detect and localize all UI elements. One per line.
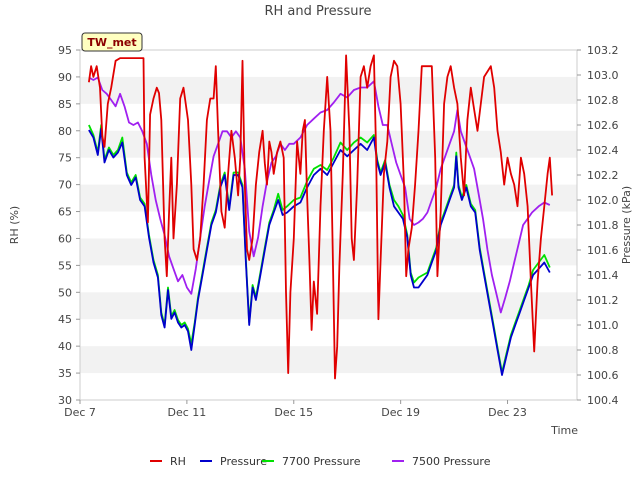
series-line-7500-pressure (88, 76, 551, 314)
legend-label: 7500 Pressure (412, 455, 491, 468)
badge-box (81, 32, 143, 52)
chart-title: RH and Pressure (264, 4, 371, 19)
grid-band (80, 130, 577, 158)
y2-axis-label: Pressure (kPa) (620, 186, 633, 264)
x-axis: Dec 7 Dec 11 Dec 15 Dec 19 Dec 23 (64, 400, 527, 419)
y-tick-label: 60 (58, 232, 72, 245)
x-tick-label: Dec 15 (274, 406, 313, 419)
y-tick-label: 40 (58, 340, 72, 353)
series-line-rh (88, 54, 553, 380)
y-tick-label: 85 (58, 98, 72, 111)
y2-tick-label: 101.6 (587, 244, 619, 257)
y2-tick-label: 100.8 (587, 344, 619, 357)
y-tick-label: 95 (58, 44, 72, 57)
y-axis-left: 30 35 40 45 50 55 60 65 70 75 80 85 90 95 (58, 44, 80, 407)
y-tick-label: 55 (58, 259, 72, 272)
y2-tick-label: 101.0 (587, 319, 619, 332)
grid-band (80, 346, 577, 374)
x-axis-label: Time (550, 424, 578, 437)
y2-tick-label: 103.2 (587, 44, 619, 57)
y2-tick-label: 100.4 (587, 394, 619, 407)
grid-band (80, 292, 577, 320)
y-tick-label: 35 (58, 367, 72, 380)
badge-label: TW_met (87, 36, 136, 49)
x-tick-label: Dec 23 (488, 406, 527, 419)
y-tick-label: 75 (58, 152, 72, 165)
legend: RH Pressure 7700 Pressure 7500 Pressure (150, 455, 491, 468)
y2-tick-label: 102.8 (587, 94, 619, 107)
series-group (88, 54, 553, 380)
y-tick-label: 80 (58, 125, 72, 138)
y2-tick-label: 100.6 (587, 369, 619, 382)
x-tick-label: Dec 11 (167, 406, 206, 419)
y-tick-label: 70 (58, 179, 72, 192)
x-tick-label: Dec 7 (64, 406, 96, 419)
y2-tick-label: 102.6 (587, 119, 619, 132)
grid-band (80, 238, 577, 266)
x-tick-label: Dec 19 (381, 406, 420, 419)
y-axis-label: RH (%) (8, 206, 21, 244)
y-axis-right: 100.4 100.6 100.8 101.0 101.2 101.4 101.6 101.8… (577, 44, 619, 407)
y2-tick-label: 101.2 (587, 294, 619, 307)
legend-label: 7700 Pressure (282, 455, 361, 468)
y-tick-label: 30 (58, 394, 72, 407)
badge: TW_met (81, 32, 143, 52)
y2-tick-label: 101.8 (587, 219, 619, 232)
y-tick-label: 90 (58, 71, 72, 84)
y2-tick-label: 102.0 (587, 194, 619, 207)
legend-label: RH (170, 455, 186, 468)
y-tick-label: 65 (58, 206, 72, 219)
y2-tick-label: 103.0 (587, 69, 619, 82)
y-tick-label: 50 (58, 286, 72, 299)
y2-tick-label: 102.2 (587, 169, 619, 182)
y-tick-label: 45 (58, 313, 72, 326)
y2-tick-label: 102.4 (587, 144, 619, 157)
y2-tick-label: 101.4 (587, 269, 619, 282)
legend-label: Pressure (220, 455, 267, 468)
series-line-pressure (88, 127, 551, 376)
